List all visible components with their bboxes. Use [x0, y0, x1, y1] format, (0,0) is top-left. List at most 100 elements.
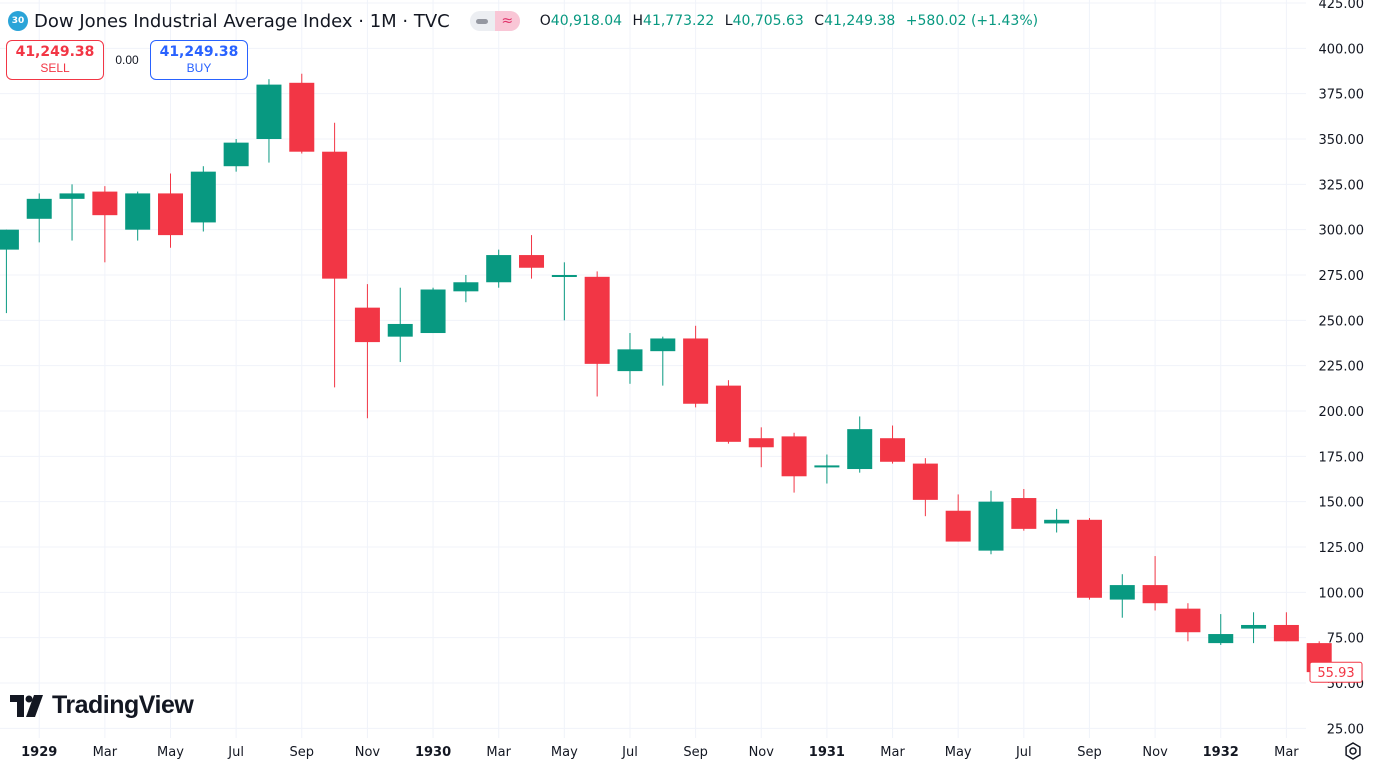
x-tick-label: Sep	[1077, 745, 1102, 760]
candle-body	[945, 510, 971, 542]
candle	[59, 184, 85, 241]
x-tick-label: Jul	[621, 745, 638, 760]
candle-body	[0, 229, 19, 250]
price-axis[interactable]: 425.00 400.00 375.00 350.00 325.00 300.00 275.…	[1319, 0, 1365, 737]
candle	[781, 432, 807, 493]
x-tick-label: Nov	[355, 745, 381, 760]
y-tick-label: 25.00	[1327, 722, 1364, 737]
candle	[387, 287, 413, 363]
candle-body	[190, 171, 216, 223]
candle-body	[847, 429, 873, 470]
y-tick-label: 100.00	[1319, 586, 1365, 601]
candle-body	[519, 255, 545, 268]
candle	[683, 325, 709, 408]
interval-badge[interactable]: 30	[8, 11, 28, 31]
symbol-title[interactable]: Dow Jones Industrial Average Index · 1M …	[34, 10, 450, 32]
candle	[748, 427, 774, 468]
candle	[880, 425, 906, 464]
indicator-toggle[interactable]: ≈	[469, 11, 520, 31]
candle-body	[715, 385, 741, 442]
y-tick-label: 425.00	[1319, 0, 1365, 12]
candle	[551, 262, 577, 321]
y-tick-label: 75.00	[1327, 632, 1364, 647]
open-label: O	[539, 13, 551, 29]
candle	[1208, 614, 1234, 645]
wave-icon[interactable]: ≈	[494, 11, 520, 31]
candle-body	[617, 349, 643, 372]
candle	[486, 249, 512, 288]
candle	[453, 275, 479, 303]
candle	[945, 494, 971, 542]
candle-body	[1076, 519, 1102, 598]
tradingview-logo-icon	[10, 694, 43, 717]
x-tick-label: May	[551, 745, 578, 760]
y-tick-label: 150.00	[1319, 496, 1365, 511]
x-tick-label: 1929	[21, 745, 57, 760]
candle	[190, 166, 216, 232]
x-tick-label: Mar	[1274, 745, 1299, 760]
last-price-box	[1309, 661, 1363, 683]
time-axis[interactable]: 1929 Mar May Jul Sep Nov 1930 Mar May Jul Sep Nov 19…	[21, 745, 1299, 760]
candle	[1076, 517, 1102, 600]
candle-body	[354, 307, 380, 343]
high-label: H	[632, 13, 644, 29]
candle	[125, 191, 151, 241]
sell-button[interactable]: 41,249.38 SELL	[6, 40, 104, 80]
candle-body	[1208, 634, 1234, 644]
high-value: 41,773.22	[643, 13, 715, 29]
candle	[650, 336, 676, 386]
x-tick-label: 1930	[415, 745, 451, 760]
candle-body	[551, 275, 577, 278]
open-value: 40,918.04	[550, 13, 623, 29]
change-value: +580.02 (+1.43%)	[905, 13, 1039, 29]
candle-body	[92, 191, 118, 216]
eye-icon[interactable]	[470, 18, 495, 24]
buy-button[interactable]: 41,249.38 BUY	[150, 40, 248, 80]
candle	[26, 193, 52, 243]
candle	[1175, 603, 1201, 642]
candle-body	[1241, 624, 1267, 629]
candle-body	[1011, 498, 1037, 529]
candle-body	[1109, 585, 1135, 600]
candle	[92, 186, 118, 263]
candle	[289, 73, 315, 154]
candle-body	[322, 151, 348, 279]
chart-grid	[0, 0, 1306, 738]
candle-body	[748, 438, 774, 448]
candle-body	[781, 436, 807, 477]
settings-icon[interactable]	[1343, 741, 1363, 761]
x-tick-label: Jul	[1015, 745, 1032, 760]
candle-body	[1273, 624, 1299, 642]
candle-body	[26, 198, 52, 219]
y-tick-label: 200.00	[1319, 405, 1365, 420]
candle-body	[880, 438, 906, 462]
candle	[1142, 556, 1168, 611]
candle-body	[223, 142, 249, 167]
candle	[847, 416, 873, 473]
x-tick-label: Nov	[1142, 745, 1168, 760]
candle-body	[650, 338, 676, 352]
low-label: L	[724, 13, 733, 29]
candle-body	[1044, 519, 1070, 524]
x-tick-label: Sep	[683, 745, 708, 760]
candle-body	[1142, 585, 1168, 604]
candle-body	[256, 84, 282, 140]
candle-body	[289, 82, 315, 152]
low-value: 40,705.63	[732, 13, 804, 29]
x-tick-label: Jul	[227, 745, 244, 760]
candle-body	[814, 465, 840, 468]
candle	[1011, 488, 1037, 531]
candle	[256, 79, 282, 163]
close-label: C	[814, 13, 825, 29]
y-tick-label: 225.00	[1319, 360, 1365, 375]
candle	[354, 284, 380, 419]
candles	[0, 73, 1332, 673]
tradingview-logo[interactable]: TradingView	[10, 691, 194, 720]
trade-panel: 41,249.38 SELL 0.00 41,249.38 BUY	[6, 40, 248, 80]
x-tick-label: 1932	[1203, 745, 1239, 760]
candle	[0, 229, 19, 314]
symbol-header: 30 Dow Jones Industrial Average Index · …	[8, 8, 1044, 34]
candle-body	[387, 323, 413, 337]
candle	[1109, 574, 1135, 618]
